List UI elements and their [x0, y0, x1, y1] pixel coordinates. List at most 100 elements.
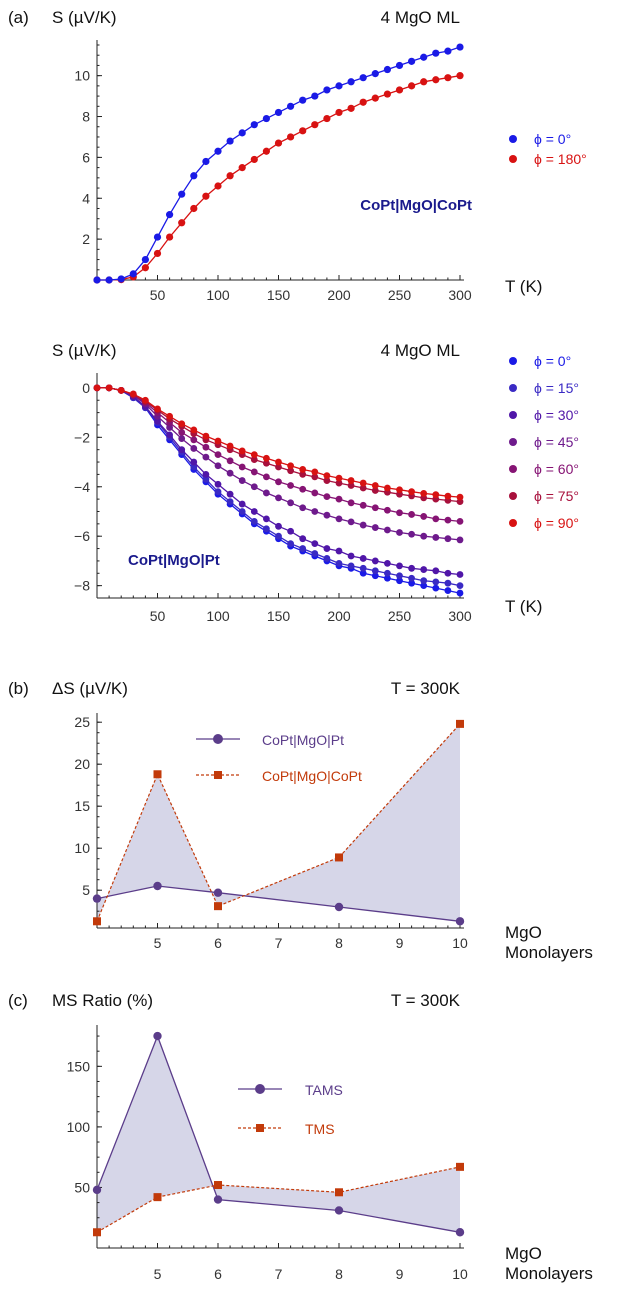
- data-point: [323, 493, 331, 501]
- y-axis-label: S (µV/K): [52, 341, 117, 360]
- data-point: [444, 569, 452, 577]
- data-point: [371, 70, 379, 78]
- data-point: [455, 917, 465, 926]
- data-point: [250, 456, 258, 463]
- x-tick-label: 5: [154, 1266, 162, 1282]
- data-point: [153, 770, 162, 779]
- data-point: [347, 482, 355, 489]
- data-point: [166, 424, 174, 431]
- data-point: [384, 506, 391, 514]
- y-axis-label: MS Ratio (%): [52, 991, 153, 1010]
- data-point: [238, 477, 246, 484]
- legend-marker: [214, 771, 222, 779]
- data-point: [250, 121, 258, 129]
- data-point: [383, 90, 391, 98]
- x-tick-label: 250: [388, 287, 412, 303]
- data-point: [226, 172, 234, 180]
- legend-marker: [509, 465, 517, 473]
- data-point: [226, 137, 234, 145]
- series-line: [97, 387, 461, 523]
- data-point: [359, 74, 367, 82]
- data-point: [274, 139, 283, 147]
- data-point: [359, 479, 367, 487]
- data-point: [384, 569, 391, 577]
- data-point: [359, 555, 367, 562]
- data-point: [384, 526, 391, 534]
- data-point: [166, 412, 174, 420]
- data-point: [129, 270, 137, 278]
- data-point: [299, 127, 307, 135]
- panel-note: T = 300K: [391, 991, 461, 1010]
- y-tick-label: 5: [82, 882, 90, 898]
- data-point: [287, 467, 294, 475]
- data-point: [311, 550, 319, 557]
- x-tick-label: 9: [396, 1266, 404, 1282]
- legend-label: ϕ = 90°: [534, 515, 579, 531]
- data-point: [117, 275, 125, 283]
- data-point: [335, 1188, 343, 1197]
- panel-note: 4 MgO ML: [381, 8, 460, 27]
- data-point: [178, 190, 186, 198]
- data-point: [335, 108, 343, 117]
- data-point: [178, 446, 186, 454]
- y-tick-label: 20: [74, 756, 90, 772]
- data-point: [371, 482, 379, 489]
- data-point: [287, 540, 294, 548]
- x-tick-label: 150: [267, 608, 291, 624]
- data-point: [359, 564, 367, 572]
- x-tick-label: 10: [452, 935, 468, 951]
- legend-marker: [256, 1124, 264, 1132]
- data-point: [250, 155, 258, 164]
- data-point: [334, 902, 344, 912]
- data-point: [408, 511, 415, 518]
- data-point: [323, 511, 331, 519]
- data-point: [311, 473, 319, 481]
- data-point: [432, 534, 440, 541]
- data-point: [287, 133, 295, 141]
- data-point: [323, 114, 331, 123]
- data-point: [190, 204, 198, 213]
- data-point: [154, 405, 161, 413]
- panel-tag-c: (c): [8, 991, 28, 1010]
- data-point: [178, 219, 186, 227]
- data-point: [299, 485, 307, 493]
- data-point: [141, 255, 149, 264]
- data-point: [92, 1185, 102, 1195]
- data-point: [371, 572, 379, 580]
- data-point: [213, 888, 223, 897]
- data-point: [311, 508, 319, 515]
- data-point: [190, 426, 198, 434]
- legend-marker: [509, 519, 517, 527]
- data-point: [420, 78, 428, 86]
- data-point: [226, 457, 234, 465]
- data-point: [275, 478, 282, 486]
- data-point: [202, 157, 210, 166]
- data-point: [190, 436, 198, 444]
- data-point: [444, 492, 452, 500]
- data-point: [226, 498, 234, 505]
- data-point: [444, 579, 452, 587]
- data-point: [166, 233, 174, 241]
- x-tick-label: 5: [154, 935, 162, 951]
- data-point: [432, 76, 440, 84]
- data-point: [335, 853, 343, 862]
- data-point: [153, 1193, 162, 1202]
- data-point: [456, 589, 464, 597]
- legend-label: ϕ = 0°: [534, 353, 571, 369]
- data-point: [456, 536, 464, 544]
- legend-label: ϕ = 60°: [534, 461, 579, 477]
- x-axis-label: Monolayers: [505, 943, 593, 962]
- x-tick-label: 9: [396, 935, 404, 951]
- panel-note: 4 MgO ML: [381, 341, 460, 360]
- y-tick-label: 150: [67, 1058, 91, 1074]
- data-point: [347, 562, 355, 570]
- data-point: [371, 567, 379, 575]
- data-point: [359, 521, 367, 529]
- legend-marker: [509, 357, 517, 365]
- data-point: [299, 535, 307, 543]
- data-point: [287, 527, 294, 535]
- data-point: [190, 458, 198, 466]
- x-axis-label: MgO: [505, 1244, 542, 1263]
- data-point: [359, 501, 367, 509]
- data-point: [311, 92, 319, 100]
